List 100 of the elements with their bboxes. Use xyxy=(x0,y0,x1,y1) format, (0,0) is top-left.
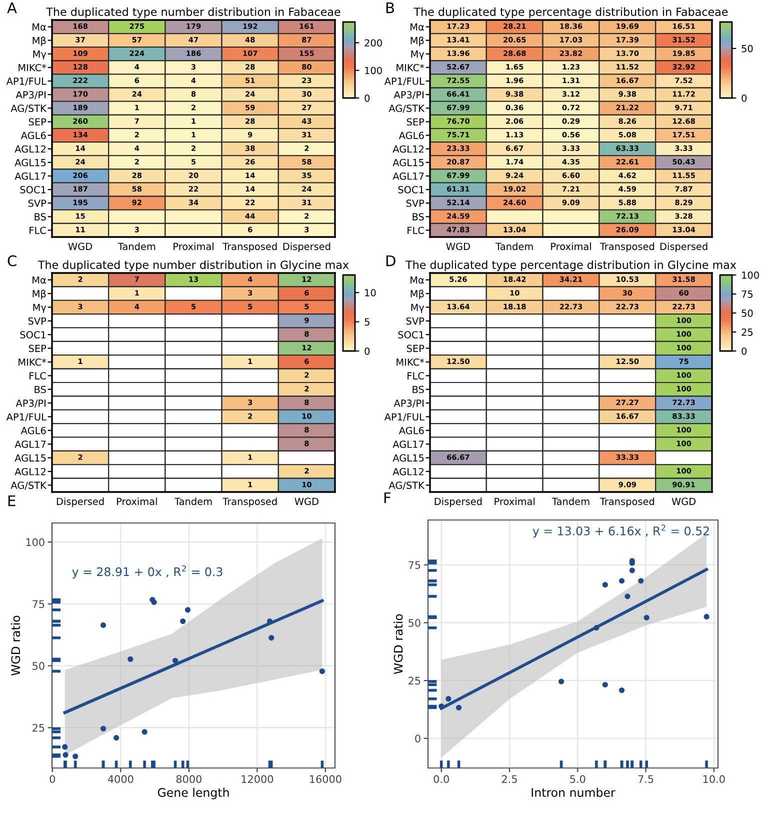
point xyxy=(72,754,78,760)
point xyxy=(704,614,710,620)
y-tick-label: Mβ xyxy=(32,36,46,46)
y-tick-label: BS xyxy=(412,386,424,394)
y-tick-label: 50 xyxy=(408,618,420,627)
x-tick-label: 10.0 xyxy=(703,775,725,784)
x-axis-title: Intron number xyxy=(532,788,616,797)
x-tick-label: Transposed xyxy=(600,498,654,507)
y-tick-label: Mγ xyxy=(411,50,424,60)
point xyxy=(62,752,68,758)
y-tick-label: AGL15 xyxy=(14,158,46,166)
y-tick-label: SVP xyxy=(406,200,424,207)
y-tick-label: MIKC* xyxy=(18,64,46,72)
y-tick-label: AGL17 xyxy=(392,440,424,448)
color-bar-label: 50 xyxy=(742,44,753,52)
y-tick-label: SVP xyxy=(406,317,424,325)
y-tick-label: SEP xyxy=(406,118,424,126)
text: F xyxy=(384,492,391,504)
x-tick-label: 0 xyxy=(50,775,56,784)
x-tick-label: Proximal xyxy=(551,242,591,250)
color-bar-label: 50 xyxy=(742,309,753,317)
point xyxy=(184,607,191,613)
y-axis-title: WGD ratio xyxy=(394,614,403,674)
point xyxy=(456,704,462,710)
y-tick-label: AGL12 xyxy=(392,145,424,153)
y-tick-label: Mβ xyxy=(410,36,424,46)
point xyxy=(558,678,564,684)
x-tick-label: Dispersed xyxy=(434,498,482,507)
y-tick-label: FLC xyxy=(30,372,46,380)
y-tick-label: FLC xyxy=(408,226,424,234)
x-tick-label: Tandem xyxy=(552,498,590,506)
point xyxy=(619,687,625,694)
y-tick-label: AGL15 xyxy=(14,454,46,462)
y-tick-label: AP3/PI xyxy=(16,400,46,408)
x-tick-label: 2.5 xyxy=(502,775,517,784)
y-tick-label: SOC1 xyxy=(398,186,424,194)
y-tick-label: Mγ xyxy=(411,304,424,313)
point xyxy=(638,578,644,584)
color-bar-label: 10 xyxy=(365,289,376,296)
point xyxy=(100,726,106,732)
y-tick-label: SOC1 xyxy=(398,331,424,338)
x-tick-label: Dispersed xyxy=(56,498,104,507)
color-bar-label: 25 xyxy=(742,328,753,336)
y-tick-label: AG/STK xyxy=(388,482,425,490)
y-tick-label: SVP xyxy=(28,200,46,207)
point xyxy=(602,582,608,588)
color-bar-label: 0 xyxy=(364,94,370,102)
y-tick-label: AGL6 xyxy=(20,132,46,140)
x-tick-label: Transposed xyxy=(222,498,277,507)
x-tick-label: Proximal xyxy=(174,242,214,250)
y-tick-label: SEP xyxy=(28,118,46,126)
y-tick-label: Mα xyxy=(410,276,424,284)
y-tick-label: Mγ xyxy=(33,50,46,60)
annotation: y = 28.91 + 0x , R$^{2}$ = 0.3 xyxy=(72,565,222,578)
y-tick-label: Mβ xyxy=(32,290,46,300)
y-tick-label: AG/STK xyxy=(10,104,47,113)
y-tick-label: AP1/FUL xyxy=(384,413,424,422)
y-tick-label: Mγ xyxy=(33,304,46,313)
x-tick-label: 0.0 xyxy=(434,775,449,784)
y-tick-label: 100 xyxy=(26,538,44,546)
text: B xyxy=(386,2,394,14)
x-tick-label: Tandem xyxy=(174,498,212,506)
y-axis-title: WGD ratio xyxy=(10,616,20,676)
y-tick-label: AGL6 xyxy=(398,426,424,434)
point xyxy=(319,668,325,674)
point xyxy=(114,735,120,741)
point xyxy=(602,682,608,688)
x-tick-label: 16000 xyxy=(310,775,342,784)
x-tick-label: Tandem xyxy=(496,242,533,250)
y-tick-label: 50 xyxy=(32,662,44,670)
x-tick-label: 5.0 xyxy=(570,775,586,784)
x-tick-label: 12000 xyxy=(242,775,274,784)
y-tick-label: FLC xyxy=(408,372,424,380)
y-tick-label: AG/STK xyxy=(10,482,47,490)
y-tick-label: SOC1 xyxy=(20,186,46,194)
y-tick-label: Mα xyxy=(32,276,46,284)
chart-title: The duplicated type percentage distribution in Fabaceae xyxy=(414,7,728,18)
y-tick-label: AGL15 xyxy=(392,158,424,166)
point xyxy=(172,658,178,664)
y-tick-label: BS xyxy=(34,386,46,394)
x-axis-title: Gene length xyxy=(158,788,229,800)
y-tick-label: AGL12 xyxy=(14,468,46,476)
y-tick-label: AGL12 xyxy=(392,468,424,476)
point xyxy=(268,635,274,641)
y-tick-label: AGL17 xyxy=(14,172,46,180)
y-tick-label: SEP xyxy=(406,344,424,352)
point xyxy=(151,599,157,605)
y-tick-label: MIKC* xyxy=(396,358,424,366)
chart-title: The duplicated type number distribution in Glycine max xyxy=(38,260,349,272)
x-tick-label: Proximal xyxy=(117,498,157,506)
y-tick-label: AP1/FUL xyxy=(6,413,46,422)
y-tick-label: 25 xyxy=(32,724,44,732)
y-tick-label: 25 xyxy=(408,676,420,685)
y-tick-label: AGL15 xyxy=(392,454,424,462)
text: D xyxy=(386,255,396,266)
x-tick-label: 8000 xyxy=(176,775,202,784)
color-bar-label: 0 xyxy=(742,347,747,355)
y-tick-label: AGL12 xyxy=(14,145,46,153)
point xyxy=(62,744,68,750)
y-tick-label: FLC xyxy=(30,226,46,234)
